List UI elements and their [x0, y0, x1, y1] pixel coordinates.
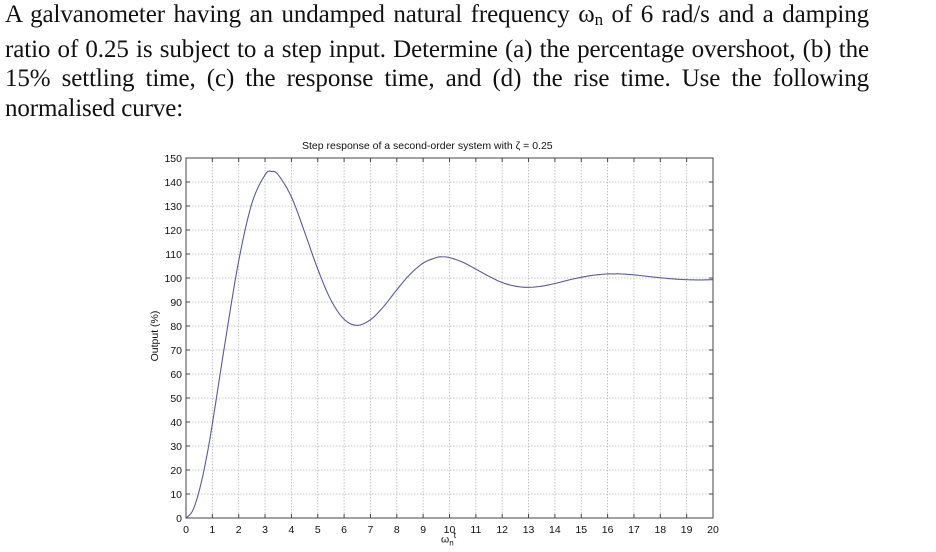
y-tick-label: 60: [170, 369, 182, 381]
x-tick-label: 3: [262, 524, 268, 536]
y-tick-label: 30: [170, 441, 182, 453]
y-tick-label: 90: [170, 297, 182, 309]
x-tick-label: 20: [707, 524, 719, 536]
y-tick-label: 140: [164, 177, 182, 189]
x-tick-label: 13: [523, 524, 535, 536]
response-curve: [185, 170, 714, 519]
chart-title: Step response of a second-order system w…: [302, 140, 553, 152]
x-tick-label: 16: [602, 524, 614, 536]
x-tick-label: 17: [628, 524, 640, 536]
tick-labels: 0 1 2 3 4 5 6 7 8 9 10 11 12 13 14 15 16 17 18 19 2001020304…: [164, 153, 719, 536]
y-tick-label: 120: [164, 225, 182, 237]
x-tick-label: 5: [315, 524, 321, 536]
x-tick-label: 8: [394, 524, 400, 536]
x-tick-label: 12: [496, 524, 508, 536]
x-tick-label: 1: [209, 524, 215, 536]
problem-text-end: of 6 rad/s and a damping ratio of 0.25 i…: [5, 1, 869, 122]
x-axis-label-sub: n: [449, 538, 454, 548]
problem-text-start: A galvanometer having an undamped natura…: [5, 1, 579, 28]
y-tick-label: 150: [164, 153, 182, 165]
y-tick-label: 110: [165, 249, 182, 261]
x-tick-label: 0: [183, 524, 189, 536]
x-tick-label: 14: [549, 524, 561, 536]
y-tick-label: 130: [164, 201, 182, 213]
y-tick-label: 50: [170, 393, 182, 405]
y-tick-label: 10: [170, 489, 182, 501]
x-axis-label-omega: ω: [441, 533, 450, 546]
x-tick-label: 11: [470, 524, 481, 536]
x-tick-label: 7: [368, 524, 374, 536]
y-tick-label: 0: [176, 513, 182, 525]
axis-ticks: [185, 157, 714, 519]
x-tick-label: 6: [341, 524, 347, 536]
problem-statement: A galvanometer having an undamped natura…: [5, 0, 869, 123]
y-tick-label: 80: [170, 321, 182, 333]
x-tick-label: 4: [288, 524, 294, 536]
x-axis-label-sup: t: [453, 530, 457, 540]
grid-lines: [186, 158, 713, 518]
axes-frame: [185, 157, 714, 519]
omega-symbol: ω: [578, 1, 595, 28]
omega-subscript: n: [594, 10, 604, 29]
x-tick-label: 10: [444, 524, 456, 536]
x-tick-label: 2: [236, 524, 242, 536]
x-tick-label: 15: [575, 524, 587, 536]
y-tick-label: 70: [170, 345, 182, 357]
y-tick-label: 20: [170, 465, 182, 477]
y-tick-label: 40: [170, 417, 182, 429]
x-tick-label: 9: [420, 524, 426, 536]
x-tick-label: 18: [654, 524, 666, 536]
x-axis-label: ωnt: [441, 530, 456, 548]
x-tick-label: 19: [681, 524, 693, 536]
y-tick-label: 100: [164, 273, 182, 285]
